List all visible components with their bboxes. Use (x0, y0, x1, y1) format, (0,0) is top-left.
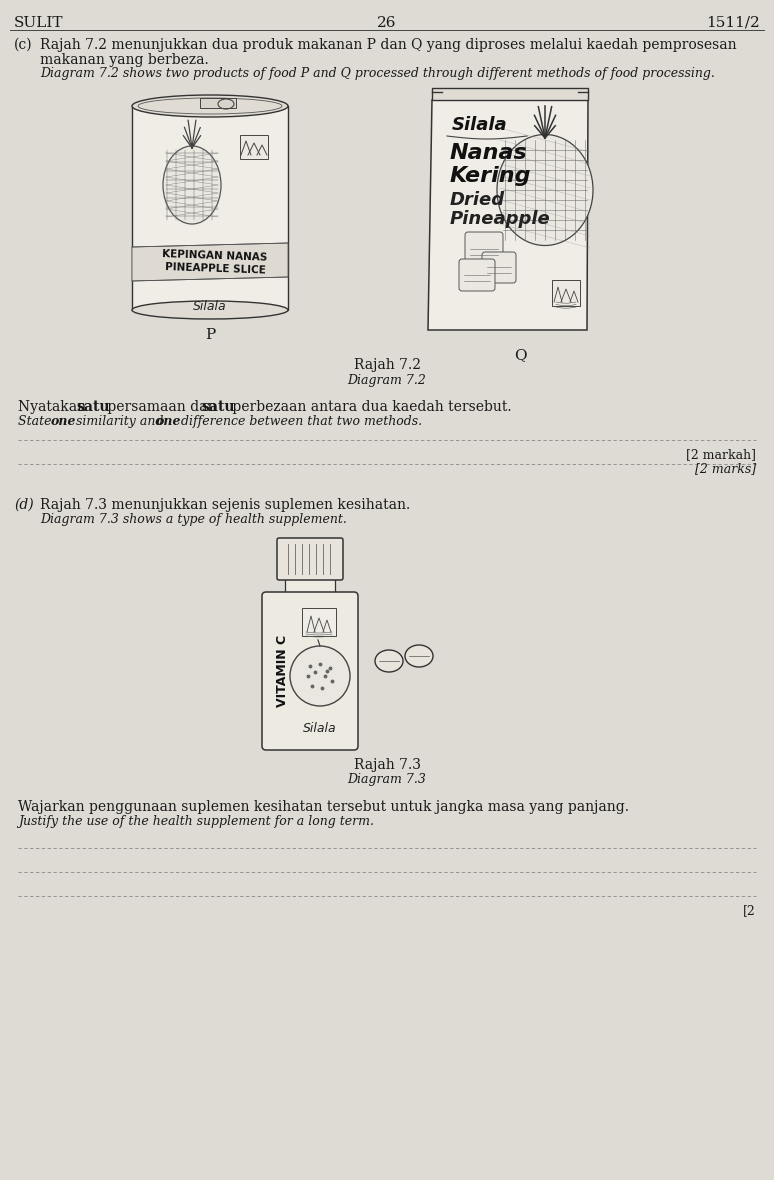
Text: Kering: Kering (450, 166, 532, 186)
Ellipse shape (405, 645, 433, 667)
Bar (285, 578, 335, 596)
Text: PINEAPPLE SLICE: PINEAPPLE SLICE (165, 262, 265, 276)
FancyBboxPatch shape (482, 253, 516, 283)
Text: (c): (c) (14, 38, 33, 52)
Text: 26: 26 (377, 17, 397, 30)
Text: SULIT: SULIT (14, 17, 63, 30)
Text: difference between that two methods.: difference between that two methods. (177, 415, 422, 428)
Text: Silala: Silala (194, 300, 227, 313)
Text: Rajah 7.2: Rajah 7.2 (354, 358, 420, 372)
Text: Silala: Silala (452, 116, 508, 135)
Text: Diagram 7.3 shows a type of health supplement.: Diagram 7.3 shows a type of health suppl… (40, 513, 347, 526)
Text: VITAMIN C: VITAMIN C (276, 635, 289, 707)
Ellipse shape (375, 650, 403, 671)
Text: perbezaan antara dua kaedah tersebut.: perbezaan antara dua kaedah tersebut. (228, 400, 512, 414)
Text: Rajah 7.2 menunjukkan dua produk makanan P dan Q yang diproses melalui kaedah pe: Rajah 7.2 menunjukkan dua produk makanan… (40, 38, 737, 52)
Text: [2 marks]: [2 marks] (695, 463, 756, 476)
Text: State: State (18, 415, 56, 428)
Text: Dried: Dried (450, 191, 505, 209)
Bar (552, 280, 580, 306)
Polygon shape (432, 88, 588, 100)
Text: KEPINGAN NANAS: KEPINGAN NANAS (163, 249, 268, 263)
Text: Rajah 7.3: Rajah 7.3 (354, 758, 420, 772)
Bar (200, 98, 236, 109)
Ellipse shape (132, 96, 288, 117)
Text: makanan yang berbeza.: makanan yang berbeza. (40, 53, 209, 67)
Bar (302, 608, 336, 636)
Text: satu: satu (201, 400, 235, 414)
Text: similarity and: similarity and (72, 415, 167, 428)
FancyBboxPatch shape (459, 258, 495, 291)
Ellipse shape (132, 301, 288, 319)
Ellipse shape (497, 135, 593, 245)
Polygon shape (132, 243, 288, 281)
Text: Pineapple: Pineapple (450, 210, 551, 228)
Polygon shape (428, 100, 588, 330)
Text: [2: [2 (743, 904, 756, 917)
Text: Nyatakan: Nyatakan (18, 400, 91, 414)
Text: Diagram 7.3: Diagram 7.3 (348, 773, 426, 786)
Text: Q: Q (514, 348, 526, 362)
Bar (240, 135, 268, 159)
FancyBboxPatch shape (262, 592, 358, 750)
Text: 1511/2: 1511/2 (706, 17, 760, 30)
Text: Wajarkan penggunaan suplemen kesihatan tersebut untuk jangka masa yang panjang.: Wajarkan penggunaan suplemen kesihatan t… (18, 800, 629, 814)
Text: one: one (51, 415, 77, 428)
Text: Rajah 7.3 menunjukkan sejenis suplemen kesihatan.: Rajah 7.3 menunjukkan sejenis suplemen k… (40, 498, 410, 512)
Text: Nanas: Nanas (450, 143, 528, 163)
Ellipse shape (163, 146, 221, 224)
Text: Diagram 7.2: Diagram 7.2 (348, 374, 426, 387)
Text: [2 markah]: [2 markah] (686, 448, 756, 461)
Bar (132, 106, 288, 310)
Text: (d): (d) (14, 498, 33, 512)
Text: P: P (205, 328, 215, 342)
Text: one: one (156, 415, 181, 428)
Text: persamaan dan: persamaan dan (103, 400, 221, 414)
Text: satu: satu (76, 400, 109, 414)
Text: Silala: Silala (303, 721, 337, 734)
Text: Justify the use of the health supplement for a long term.: Justify the use of the health supplement… (18, 815, 374, 828)
Circle shape (290, 645, 350, 706)
FancyBboxPatch shape (277, 538, 343, 581)
FancyBboxPatch shape (465, 232, 503, 266)
Text: Diagram 7.2 shows two products of food P and Q processed through different metho: Diagram 7.2 shows two products of food P… (40, 67, 715, 80)
